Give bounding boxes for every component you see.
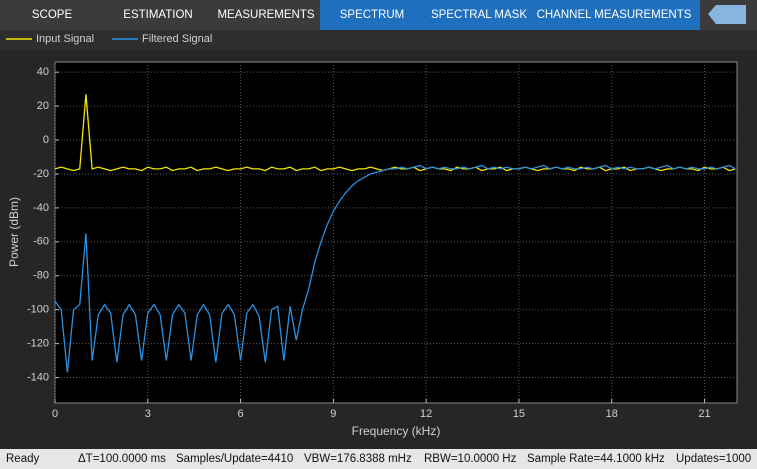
x-tick-label: 18: [606, 408, 618, 420]
x-tick-label: 12: [420, 408, 432, 420]
tab[interactable]: CHANNEL MEASUREMENTS: [537, 9, 692, 21]
toolstrip-active: [320, 0, 700, 30]
y-axis-label: Power (dBm): [7, 197, 21, 267]
tab[interactable]: ESTIMATION: [123, 9, 192, 21]
y-tick-label: 0: [43, 134, 49, 146]
status-item: Sample Rate=44.1000 kHz: [527, 453, 665, 465]
series-line: [54, 164, 736, 373]
y-tick-label: -140: [27, 371, 49, 383]
legend-label: Filtered Signal: [142, 33, 212, 45]
y-tick-label: -120: [27, 338, 49, 350]
y-tick-label: -60: [33, 236, 49, 248]
status-item: Updates=1000: [676, 453, 751, 465]
tab[interactable]: SCOPE: [32, 9, 73, 21]
x-tick-label: 3: [145, 408, 151, 420]
status-bar: [0, 449, 757, 469]
status-item: Samples/Update=4410: [176, 453, 293, 465]
y-tick-label: 40: [37, 66, 49, 78]
x-tick-label: 9: [330, 408, 336, 420]
y-tick-label: -20: [33, 168, 49, 180]
x-tick-label: 6: [238, 408, 244, 420]
tab[interactable]: SPECTRUM: [340, 9, 405, 21]
y-tick-label: -40: [33, 202, 49, 214]
status-item: Ready: [6, 453, 39, 465]
y-tick-label: -80: [33, 270, 49, 282]
x-tick-label: 21: [698, 408, 710, 420]
collapse-button[interactable]: [708, 5, 746, 24]
y-tick-label: 20: [37, 100, 49, 112]
x-tick-label: 0: [52, 408, 58, 420]
toolstrip-left: [0, 0, 320, 30]
plot-area: [54, 61, 738, 404]
x-axis-label: Frequency (kHz): [352, 424, 441, 438]
legend-strip: [0, 30, 757, 50]
y-tick-label: -100: [27, 304, 49, 316]
status-item: ΔT=100.0000 ms: [78, 453, 166, 465]
tab[interactable]: SPECTRAL MASK: [431, 9, 527, 21]
x-tick-label: 15: [513, 408, 525, 420]
legend-label: Input Signal: [36, 33, 94, 45]
tab[interactable]: MEASUREMENTS: [217, 9, 314, 21]
status-item: VBW=176.8388 mHz: [304, 453, 412, 465]
status-item: RBW=10.0000 Hz: [424, 453, 517, 465]
